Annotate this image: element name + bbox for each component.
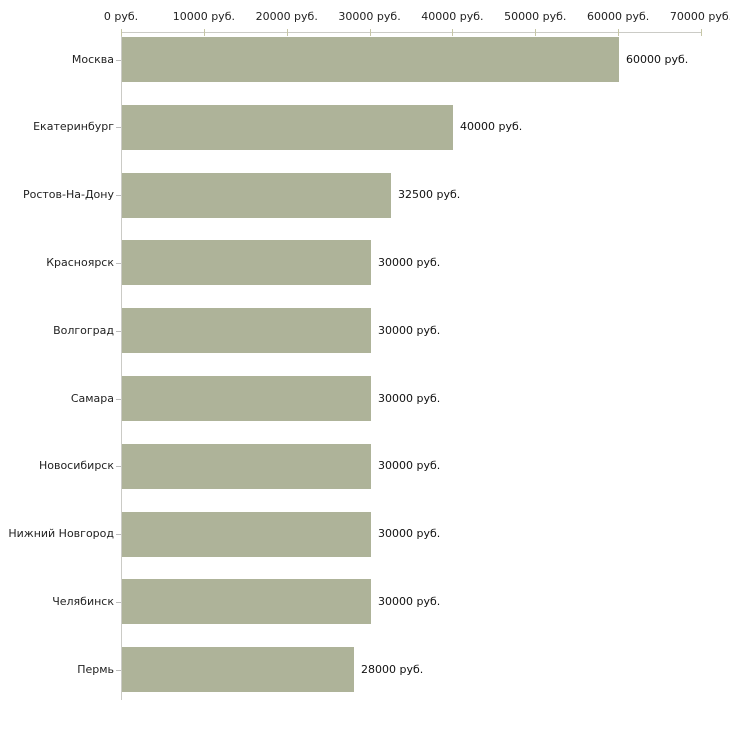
bar: [122, 240, 371, 286]
bar: [122, 37, 619, 82]
x-axis-line: [121, 32, 702, 33]
x-axis-tick-label: 0 руб.: [103, 10, 139, 23]
x-axis-tick-label: 30000 руб.: [338, 10, 401, 23]
x-axis-tick-mark: [203, 29, 205, 36]
bar: [122, 579, 371, 625]
category-tick-mark: [116, 60, 121, 61]
x-axis-tick-mark: [535, 29, 537, 36]
category-label: Самара: [70, 392, 114, 405]
value-label: 30000 руб.: [378, 527, 441, 540]
category-tick-mark: [116, 466, 121, 467]
x-axis-tick-mark: [452, 29, 454, 36]
value-label: 28000 руб.: [361, 663, 424, 676]
x-axis-tick-label: 70000 руб.: [669, 10, 730, 23]
x-axis-tick-mark: [369, 29, 371, 36]
value-label: 30000 руб.: [378, 256, 441, 269]
value-label: 30000 руб.: [378, 595, 441, 608]
x-axis-tick-label: 40000 руб.: [421, 10, 484, 23]
category-tick-mark: [116, 263, 121, 264]
category-label: Новосибирск: [38, 459, 114, 472]
category-tick-mark: [116, 399, 121, 400]
category-tick-mark: [116, 602, 121, 603]
value-label: 60000 руб.: [626, 53, 689, 66]
bar: [122, 172, 391, 218]
bar: [122, 376, 371, 421]
category-label: Волгоград: [53, 324, 114, 337]
bar: [122, 511, 371, 557]
value-label: 30000 руб.: [378, 324, 441, 337]
category-label: Ростов-На-Дону: [22, 188, 114, 201]
bar: [122, 443, 371, 489]
x-axis-tick-mark: [121, 29, 122, 36]
value-label: 40000 руб.: [460, 120, 523, 133]
category-label: Нижний Новгород: [8, 527, 114, 540]
value-label: 32500 руб.: [398, 188, 461, 201]
y-axis-line: [121, 32, 122, 700]
value-label: 30000 руб.: [378, 459, 441, 472]
category-label: Пермь: [77, 663, 114, 676]
x-axis-tick-label: 50000 руб.: [504, 10, 567, 23]
category-label: Челябинск: [52, 595, 114, 608]
bar: [122, 308, 371, 354]
category-label: Москва: [71, 53, 114, 66]
category-tick-mark: [116, 127, 121, 128]
x-axis-tick-label: 60000 руб.: [587, 10, 650, 23]
value-label: 30000 руб.: [378, 392, 441, 405]
category-tick-mark: [116, 195, 121, 196]
category-label: Екатеринбург: [33, 120, 114, 133]
x-axis-tick-label: 10000 руб.: [172, 10, 235, 23]
x-axis-tick-mark: [701, 29, 702, 36]
category-tick-mark: [116, 331, 121, 332]
category-tick-mark: [116, 670, 121, 671]
bar: [122, 647, 354, 693]
category-tick-mark: [116, 534, 121, 535]
bar: [122, 104, 453, 150]
x-axis-tick-mark: [618, 29, 620, 36]
x-axis-tick-label: 20000 руб.: [255, 10, 318, 23]
category-label: Красноярск: [46, 256, 114, 269]
x-axis-tick-mark: [286, 29, 288, 36]
